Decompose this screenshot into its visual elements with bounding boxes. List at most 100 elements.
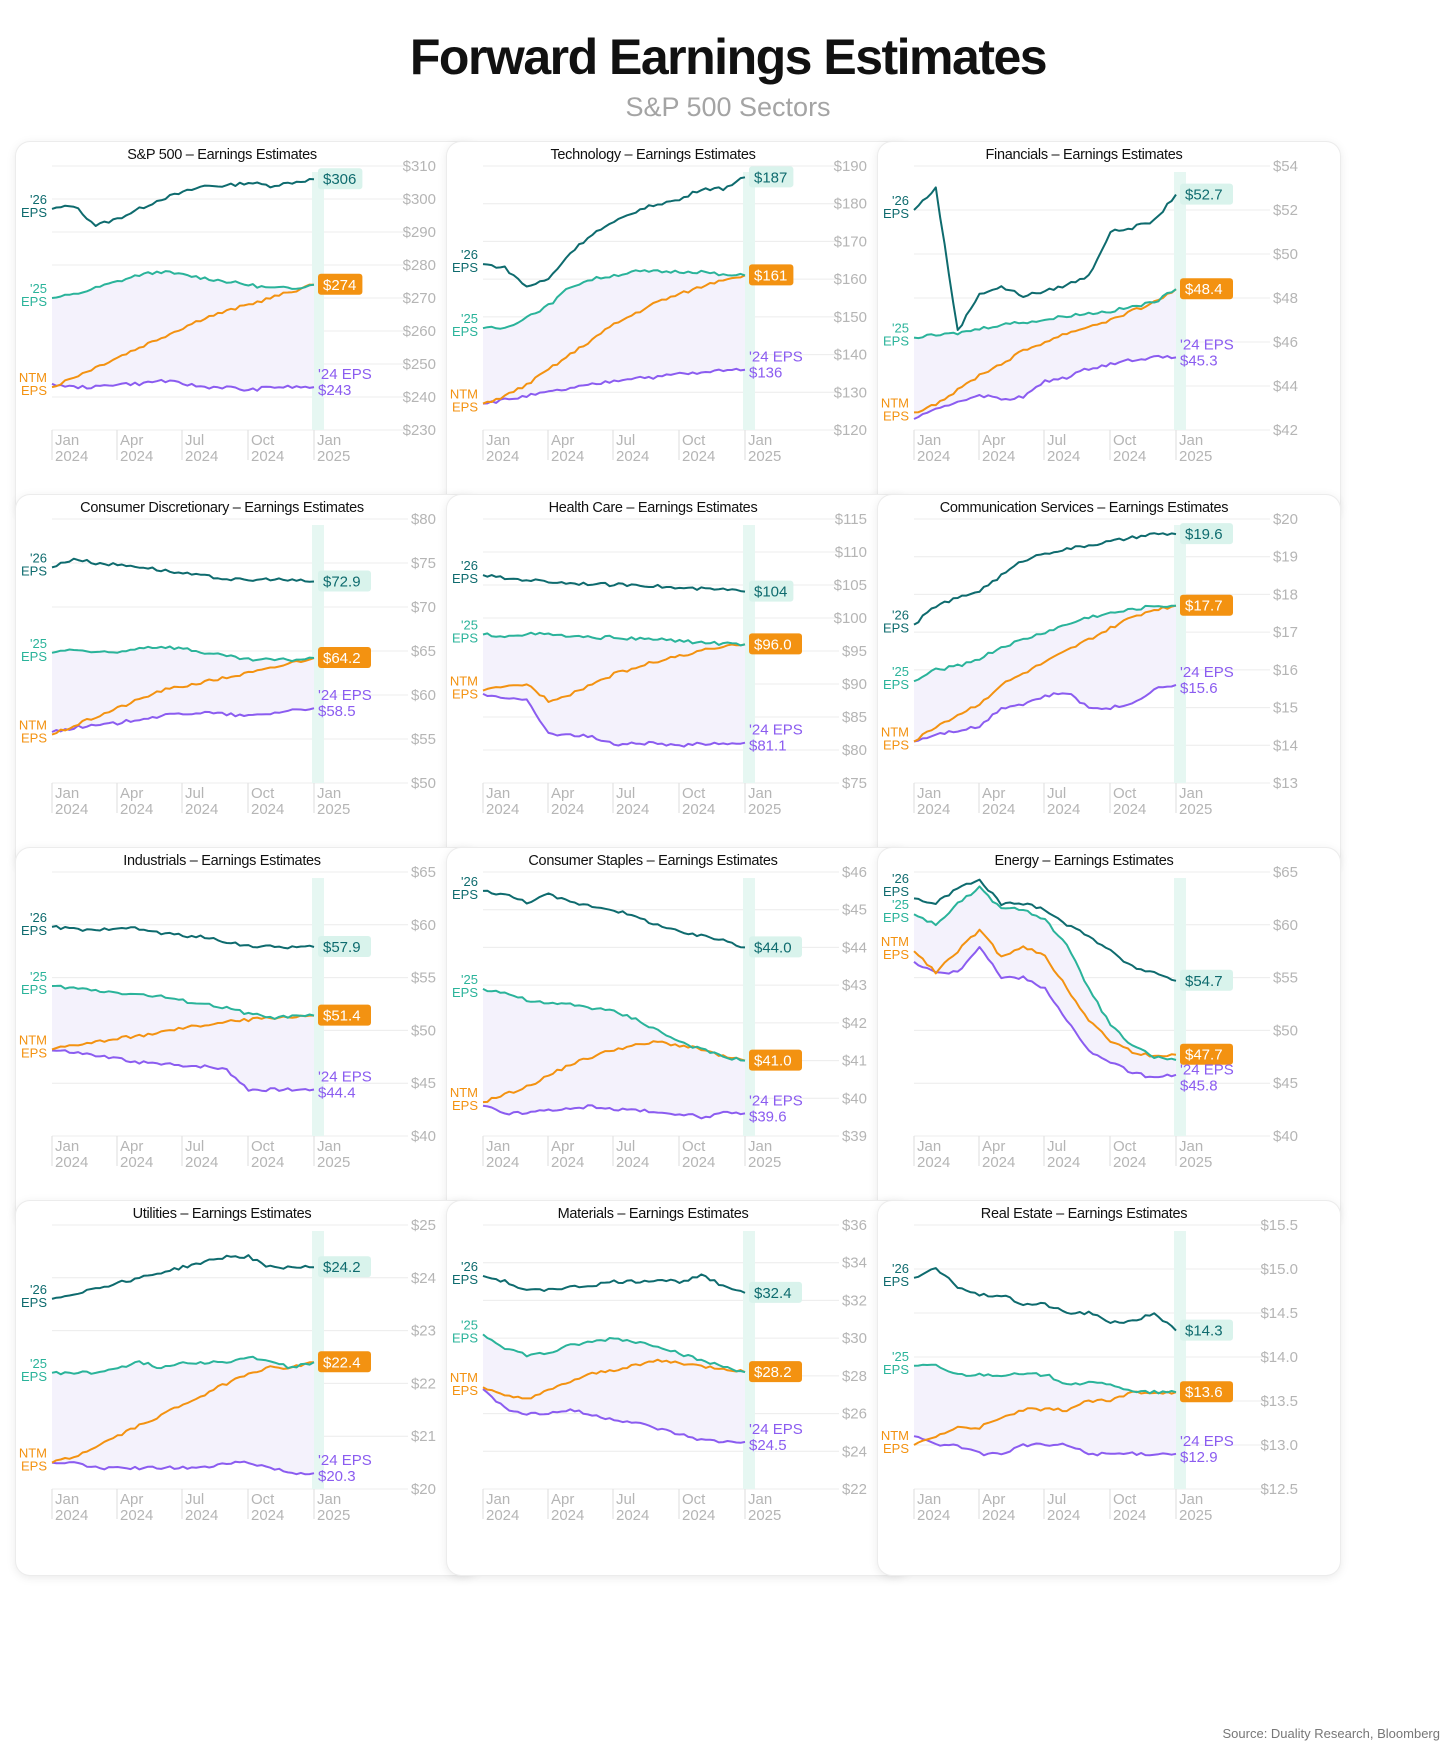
- series-label-line1: '25: [30, 969, 47, 984]
- series-label-line2: EPS: [883, 1274, 909, 1289]
- y-tick-label: $15: [1273, 700, 1298, 717]
- x-tick-month: Oct: [251, 432, 275, 449]
- chart-panel: Technology – Earnings Estimates $190 $180 $…: [447, 142, 909, 516]
- series-label-line1: '25: [461, 972, 478, 987]
- x-tick-year: 2024: [616, 801, 649, 818]
- chart-svg: Health Care – Earnings Estimates $115 $110…: [450, 500, 867, 818]
- series-line-eps25: [482, 269, 746, 330]
- x-tick-year: 2024: [682, 801, 715, 818]
- chart-svg: Utilities – Earnings Estimates $25 $24 $23 $…: [19, 1206, 436, 1524]
- x-tick-month: Jul: [1047, 432, 1066, 449]
- series-line-eps25: [482, 988, 746, 1062]
- x-tick-year: 2025: [317, 801, 350, 818]
- series-label-line1: NTM: [450, 1370, 478, 1385]
- y-tick-label: $230: [403, 422, 436, 439]
- chart-title: Industrials – Earnings Estimates: [123, 853, 321, 869]
- end-value-label: $14.3: [1185, 1323, 1223, 1340]
- series-label-line2: EPS: [883, 408, 909, 423]
- series-label-line2: EPS: [452, 324, 478, 339]
- series-line-eps24: [482, 692, 746, 748]
- x-tick-year: 2024: [551, 1154, 584, 1171]
- chart-svg: Consumer Staples – Earnings Estimates $46…: [450, 853, 867, 1171]
- x-tick-month: Apr: [982, 1491, 1005, 1508]
- series-line-ntm: [482, 643, 746, 703]
- series-label-line2: EPS: [21, 1295, 47, 1310]
- series-label-line1: '26: [30, 910, 47, 925]
- series-label-line1: '25: [30, 636, 47, 651]
- x-tick-month: Jan: [486, 1491, 510, 1508]
- end-value-pill: [318, 935, 371, 957]
- x-tick-year: 2024: [251, 448, 284, 465]
- series-label-line2: EPS: [883, 1441, 909, 1456]
- series-label-line1: '26: [892, 193, 909, 208]
- x-tick-month: Apr: [120, 785, 143, 802]
- series-label-line2: EPS: [452, 1272, 478, 1287]
- current-highlight: [1174, 525, 1186, 783]
- x-tick-year: 2024: [486, 1154, 519, 1171]
- y-tick-label: $44: [842, 939, 867, 956]
- y-tick-label: $14.5: [1260, 1305, 1298, 1322]
- y-tick-label: $60: [411, 917, 436, 934]
- series-label-line2: EPS: [21, 731, 47, 746]
- y-tick-label: $290: [403, 224, 436, 241]
- x-tick-year: 2024: [185, 1507, 218, 1524]
- estimate-range-band: [483, 270, 745, 404]
- y-tick-label: $36: [842, 1217, 867, 1234]
- chart-title: Communication Services – Earnings Estima…: [940, 500, 1229, 516]
- series-label-line2: EPS: [883, 621, 909, 636]
- x-tick-month: Apr: [982, 785, 1005, 802]
- series-line-eps26: [482, 574, 746, 593]
- series-label-line1: NTM: [19, 1032, 47, 1047]
- y-tick-label: $160: [834, 271, 867, 288]
- x-tick-month: Jan: [55, 785, 79, 802]
- series-label-line2: EPS: [452, 1098, 478, 1113]
- x-tick-year: 2024: [55, 448, 88, 465]
- y-tick-label: $43: [842, 977, 867, 994]
- chart-svg: Industrials – Earnings Estimates $65 $60 $5…: [19, 853, 436, 1171]
- end-value-label: $22.4: [323, 1354, 361, 1371]
- series-label-line1: '25: [30, 1356, 47, 1371]
- x-tick-year: 2024: [55, 801, 88, 818]
- x-tick-year: 2024: [1113, 1154, 1146, 1171]
- chart-title: Consumer Discretionary – Earnings Estima…: [80, 500, 364, 516]
- y-tick-label: $105: [834, 577, 867, 594]
- series-line-eps26: [51, 925, 315, 950]
- y-tick-label: $15.0: [1260, 1261, 1298, 1278]
- y-tick-label: $95: [842, 643, 867, 660]
- series-label-line2: EPS: [452, 571, 478, 586]
- x-tick-month: Jul: [1047, 1491, 1066, 1508]
- eps24-label: '24 EPS: [1180, 664, 1234, 681]
- x-tick-year: 2024: [982, 1154, 1015, 1171]
- y-tick-label: $17: [1273, 624, 1298, 641]
- series-label-line1: NTM: [450, 674, 478, 689]
- x-tick-year: 2024: [616, 1507, 649, 1524]
- y-tick-label: $170: [834, 233, 867, 250]
- y-tick-label: $310: [403, 158, 436, 175]
- series-label-line2: EPS: [883, 677, 909, 692]
- end-value-label: $104: [754, 584, 787, 601]
- eps24-value: $243: [318, 382, 351, 399]
- x-tick-month: Oct: [251, 1138, 275, 1155]
- source-note: Source: Duality Research, Bloomberg: [1222, 1726, 1441, 1741]
- y-tick-label: $45: [411, 1075, 436, 1092]
- x-tick-year: 2024: [185, 1154, 218, 1171]
- end-value-pill: [749, 1281, 802, 1303]
- y-tick-label: $32: [842, 1292, 867, 1309]
- series-label-line2: EPS: [883, 1362, 909, 1377]
- x-tick-month: Jul: [616, 785, 635, 802]
- eps24-value: $136: [749, 365, 782, 382]
- end-value-pill: [749, 264, 794, 286]
- end-value-pill: [749, 633, 802, 655]
- series-label-line2: EPS: [452, 1383, 478, 1398]
- end-value-pill: [1180, 594, 1233, 616]
- end-value-pill: [749, 166, 794, 188]
- x-tick-year: 2025: [748, 1507, 781, 1524]
- x-tick-year: 2024: [551, 448, 584, 465]
- series-line-ntm: [51, 1361, 314, 1464]
- y-tick-label: $65: [1273, 864, 1298, 881]
- series-line-eps25: [913, 604, 1176, 683]
- series-label-line2: EPS: [452, 887, 478, 902]
